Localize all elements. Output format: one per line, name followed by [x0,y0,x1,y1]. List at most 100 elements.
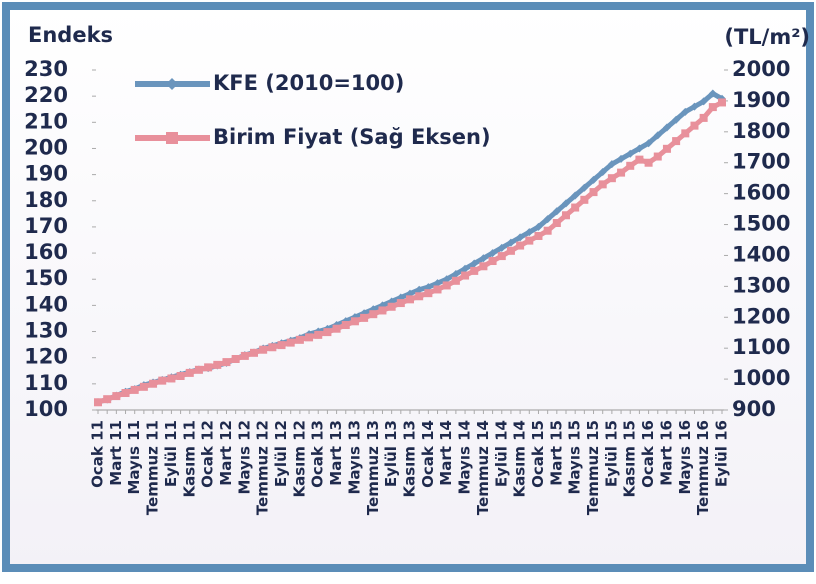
y-tick-label: 170 [24,214,68,238]
marker [525,236,534,245]
marker [589,175,598,184]
marker [653,131,662,140]
marker [681,129,690,138]
marker [259,345,268,354]
y-tick-label: 200 [24,135,68,159]
marker [644,158,653,167]
x-tick-label: Temmuz 12 [254,420,272,515]
marker [194,365,203,374]
x-tick-label: Mart 11 [107,420,125,486]
y-tick-label: 120 [24,345,68,369]
marker [240,351,249,360]
marker [672,137,681,146]
marker [708,103,717,112]
marker [534,222,543,231]
marker [158,376,167,385]
y-tick-label: 110 [24,371,68,395]
y2-tick-label: 1500 [732,212,790,236]
y-tick-label: 100 [24,397,68,421]
marker [552,207,561,216]
y-tick-label: 140 [24,292,68,316]
x-tick-label: Temmuz 11 [144,420,162,515]
y2-tick-label: 1300 [732,273,790,297]
y2-tick-label: 1000 [732,366,790,390]
x-tick-label: Ocak 16 [639,420,657,488]
marker [415,292,424,301]
y-tick-label: 230 [24,57,68,81]
marker [295,335,304,344]
marker [479,254,488,263]
x-tick-label: Eylül 12 [272,420,290,487]
marker [378,306,387,315]
marker [176,372,185,380]
marker [617,168,626,177]
marker [360,313,369,322]
legend-label: Birim Fiyat (Sağ Eksen) [213,125,491,149]
marker [525,228,534,237]
marker [103,395,112,404]
marker [185,368,194,377]
x-tick-label: Kasım 11 [180,420,198,498]
x-tick-label: Eylül 16 [713,420,731,487]
marker [167,374,176,383]
marker [635,155,644,164]
marker [598,180,607,189]
marker [672,115,681,124]
marker [396,299,405,308]
marker [415,285,424,294]
marker [662,123,671,132]
x-tick-label: Mayıs 13 [345,420,363,495]
marker [406,295,414,304]
marker [690,102,699,111]
marker [681,107,690,116]
marker [516,233,525,242]
marker [552,219,561,227]
marker [607,160,616,169]
marker [130,385,139,394]
marker [543,215,552,224]
marker [580,183,589,192]
marker [369,310,378,319]
y-axis-label: Endeks [28,23,113,47]
x-tick-label: Mayıs 16 [676,420,694,495]
marker [607,174,616,183]
x-tick-label: Mayıs 14 [456,420,474,495]
marker [222,358,231,367]
marker [571,203,580,212]
marker [433,279,442,288]
x-tick-label: Kasım 12 [290,420,308,498]
x-tick-label: Mart 15 [547,420,565,486]
x-tick-label: Eylül 14 [492,420,510,487]
marker [231,355,240,363]
marker [690,121,699,130]
frame [2,2,814,572]
y2-tick-label: 900 [732,397,776,421]
y2-tick-label: 1100 [732,335,790,359]
x-tick-label: Kasım 15 [621,420,639,498]
x-tick-label: Mart 16 [657,420,675,486]
marker [268,343,277,352]
marker [543,226,552,235]
x-tick-label: Eylül 15 [602,420,620,487]
marker [424,283,433,292]
y-tick-label: 130 [24,319,68,343]
marker [461,271,470,280]
marker [442,275,451,284]
legend-marker [166,78,178,90]
marker [424,289,433,298]
marker [644,139,653,148]
marker [497,252,506,261]
marker [699,97,708,106]
marker [571,191,580,200]
marker [580,195,589,204]
marker [305,333,314,342]
marker [451,276,460,285]
marker [433,285,442,294]
x-tick-label: Eylül 11 [162,420,180,487]
marker [506,238,515,247]
marker [470,259,479,268]
y-tick-label: 150 [24,266,68,290]
marker [662,144,671,153]
marker [332,324,341,333]
